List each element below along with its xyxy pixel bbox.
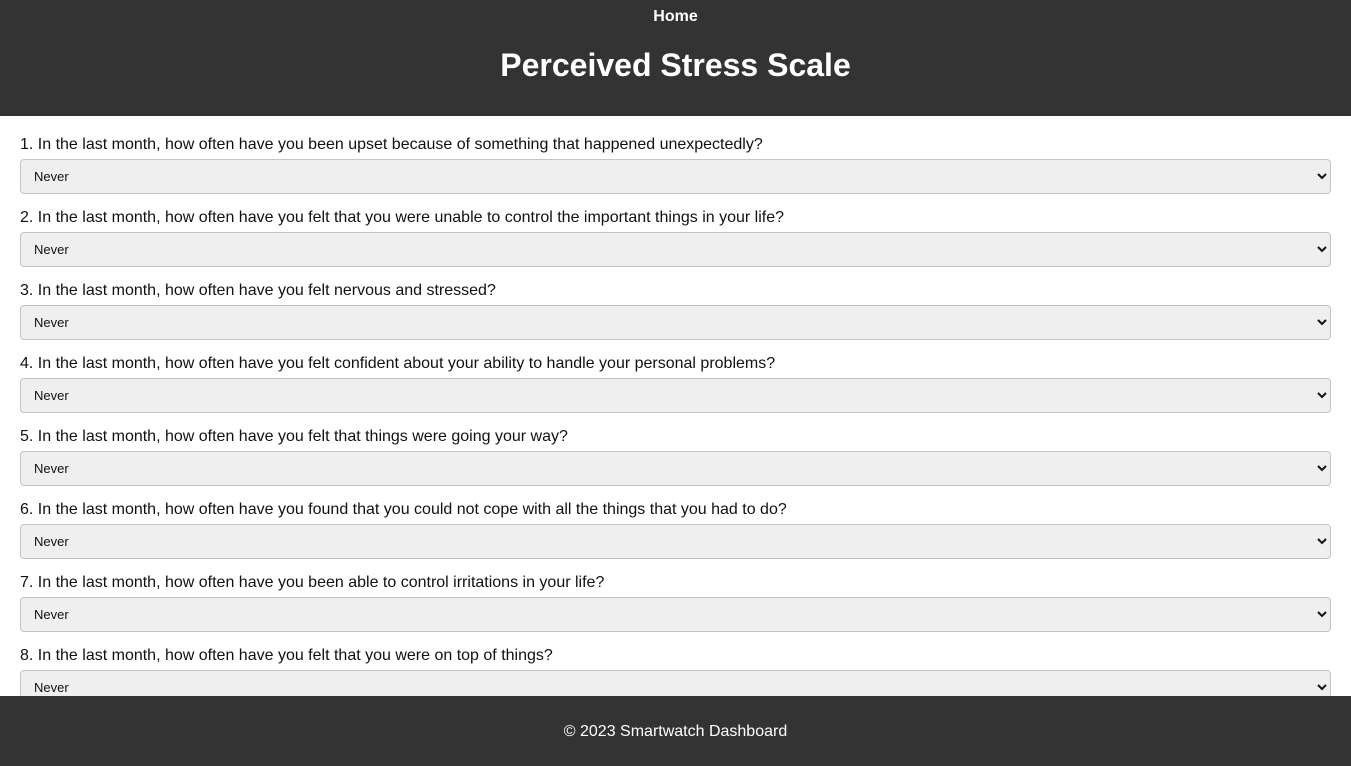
question-label: 5. In the last month, how often have you…: [20, 428, 568, 445]
question-label: 3. In the last month, how often have you…: [20, 282, 496, 299]
question-label: 8. In the last month, how often have you…: [20, 647, 553, 664]
question-4: 4. In the last month, how often have you…: [20, 354, 1331, 427]
question-label: 4. In the last month, how often have you…: [20, 355, 776, 372]
question-2-select[interactable]: Never: [20, 232, 1331, 267]
question-label: 1. In the last month, how often have you…: [20, 136, 763, 153]
question-label: 2. In the last month, how often have you…: [20, 209, 785, 226]
question-3-select[interactable]: Never: [20, 305, 1331, 340]
question-2: 2. In the last month, how often have you…: [20, 208, 1331, 281]
question-1: 1. In the last month, how often have you…: [20, 116, 1331, 208]
question-4-select[interactable]: Never: [20, 378, 1331, 413]
copyright-text: © 2023 Smartwatch Dashboard: [563, 723, 788, 740]
page-title: Perceived Stress Scale: [500, 47, 851, 83]
question-label: 6. In the last month, how often have you…: [20, 501, 787, 518]
question-6-select[interactable]: Never: [20, 524, 1331, 559]
question-5: 5. In the last month, how often have you…: [20, 427, 1331, 500]
home-link[interactable]: Home: [653, 8, 698, 25]
site-header: Home Perceived Stress Scale: [0, 0, 1351, 116]
question-7: 7. In the last month, how often have you…: [20, 573, 1331, 646]
top-nav: Home: [0, 7, 1351, 26]
questionnaire: 1. In the last month, how often have you…: [20, 116, 1331, 696]
question-3: 3. In the last month, how often have you…: [20, 281, 1331, 354]
question-5-select[interactable]: Never: [20, 451, 1331, 486]
site-footer: © 2023 Smartwatch Dashboard: [0, 696, 1351, 766]
question-8-select[interactable]: Never: [20, 670, 1331, 696]
question-7-select[interactable]: Never: [20, 597, 1331, 632]
question-1-select[interactable]: Never: [20, 159, 1331, 194]
question-6: 6. In the last month, how often have you…: [20, 500, 1331, 573]
question-label: 7. In the last month, how often have you…: [20, 574, 605, 591]
question-8: 8. In the last month, how often have you…: [20, 646, 1331, 696]
